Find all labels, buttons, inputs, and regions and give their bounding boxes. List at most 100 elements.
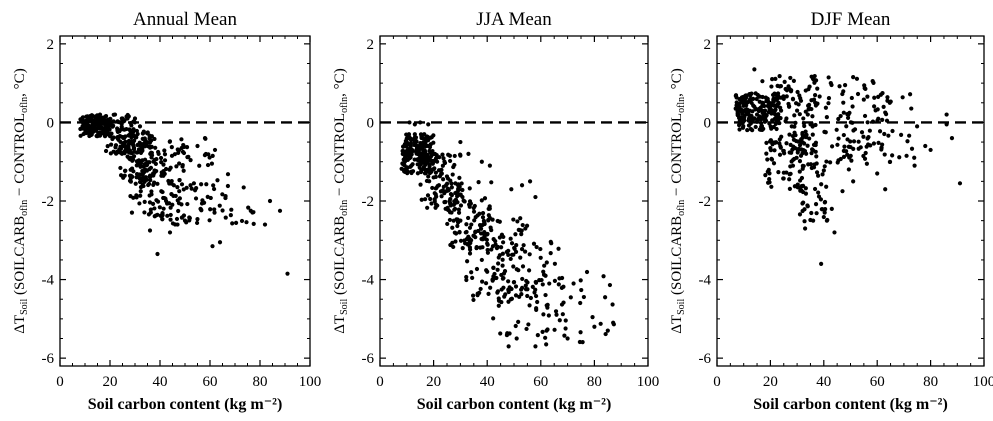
data-point bbox=[459, 181, 464, 186]
data-point bbox=[403, 156, 408, 161]
data-point bbox=[474, 266, 480, 272]
y-tick-label: 2 bbox=[47, 37, 55, 53]
data-point bbox=[533, 279, 538, 285]
scatter-points bbox=[78, 112, 290, 276]
data-point bbox=[168, 165, 173, 170]
data-point bbox=[518, 216, 523, 221]
data-point bbox=[565, 336, 570, 341]
data-point bbox=[194, 186, 199, 191]
data-point bbox=[478, 223, 483, 228]
data-point bbox=[886, 133, 891, 138]
data-point bbox=[127, 156, 132, 161]
data-point bbox=[520, 264, 526, 269]
data-point bbox=[432, 197, 437, 202]
x-tick-label: 20 bbox=[103, 374, 118, 390]
data-point bbox=[527, 268, 532, 273]
data-point bbox=[511, 264, 516, 269]
data-point bbox=[490, 217, 495, 222]
data-point bbox=[758, 127, 763, 132]
data-point bbox=[202, 153, 208, 158]
data-point bbox=[478, 286, 483, 292]
data-point bbox=[138, 189, 143, 194]
data-point bbox=[768, 148, 774, 153]
data-point bbox=[495, 290, 500, 295]
data-point bbox=[822, 164, 827, 169]
data-point bbox=[88, 115, 93, 121]
data-point bbox=[111, 149, 116, 154]
data-point bbox=[898, 132, 904, 137]
data-point bbox=[485, 242, 490, 247]
data-point bbox=[578, 330, 583, 335]
data-point bbox=[131, 128, 136, 134]
data-point bbox=[544, 328, 549, 333]
data-point bbox=[775, 116, 780, 121]
data-point bbox=[426, 122, 431, 127]
data-point bbox=[816, 190, 821, 195]
data-point bbox=[744, 103, 749, 108]
y-tick-label: -2 bbox=[42, 194, 55, 210]
data-point bbox=[127, 150, 133, 155]
data-point bbox=[137, 201, 142, 206]
data-point bbox=[453, 197, 459, 202]
chart-title: JJA Mean bbox=[476, 9, 552, 30]
data-point bbox=[154, 156, 159, 162]
data-point bbox=[579, 287, 584, 293]
data-point bbox=[862, 113, 868, 119]
data-point bbox=[563, 326, 568, 331]
data-point bbox=[841, 154, 847, 159]
data-point bbox=[847, 110, 852, 115]
data-point bbox=[402, 160, 407, 165]
data-point bbox=[146, 182, 151, 188]
data-point bbox=[225, 183, 231, 189]
data-point bbox=[478, 245, 483, 250]
data-point bbox=[788, 89, 794, 94]
y-tick-label: 2 bbox=[704, 37, 712, 53]
data-point bbox=[149, 189, 154, 194]
data-point bbox=[772, 96, 777, 101]
data-point bbox=[458, 139, 463, 145]
data-point bbox=[127, 131, 133, 137]
y-tick-label: -6 bbox=[42, 351, 55, 367]
data-point bbox=[545, 305, 550, 310]
y-tick-label: -4 bbox=[362, 273, 375, 289]
data-point bbox=[162, 158, 168, 163]
data-point bbox=[802, 207, 807, 212]
data-point bbox=[418, 143, 423, 148]
data-point bbox=[543, 292, 548, 298]
data-point bbox=[815, 86, 820, 91]
data-point bbox=[115, 119, 120, 124]
data-point bbox=[88, 129, 93, 134]
data-point bbox=[870, 119, 876, 124]
data-point bbox=[471, 297, 476, 303]
data-point bbox=[747, 92, 752, 97]
data-point bbox=[187, 215, 192, 220]
data-point bbox=[855, 91, 861, 97]
data-point bbox=[91, 126, 96, 131]
data-point bbox=[524, 326, 529, 332]
data-point bbox=[129, 210, 135, 215]
data-point bbox=[427, 164, 432, 169]
data-point bbox=[423, 197, 428, 202]
data-point bbox=[491, 316, 496, 321]
data-point bbox=[151, 173, 156, 178]
data-point bbox=[862, 83, 867, 88]
data-point bbox=[870, 78, 875, 84]
data-point bbox=[121, 175, 126, 180]
data-point bbox=[880, 90, 885, 96]
data-point bbox=[155, 181, 160, 186]
data-point bbox=[868, 143, 873, 148]
data-point bbox=[125, 112, 130, 118]
y-tick-label: -6 bbox=[362, 351, 375, 367]
data-point bbox=[489, 180, 494, 185]
data-point bbox=[215, 178, 220, 183]
data-point bbox=[756, 108, 762, 114]
data-point bbox=[865, 120, 870, 125]
data-point bbox=[816, 194, 822, 199]
data-point bbox=[115, 129, 120, 135]
data-point bbox=[887, 159, 893, 164]
data-point bbox=[111, 135, 116, 140]
data-point bbox=[426, 174, 431, 179]
chart-title: Annual Mean bbox=[133, 9, 237, 30]
scatter-points bbox=[733, 67, 963, 266]
data-point bbox=[485, 232, 490, 237]
